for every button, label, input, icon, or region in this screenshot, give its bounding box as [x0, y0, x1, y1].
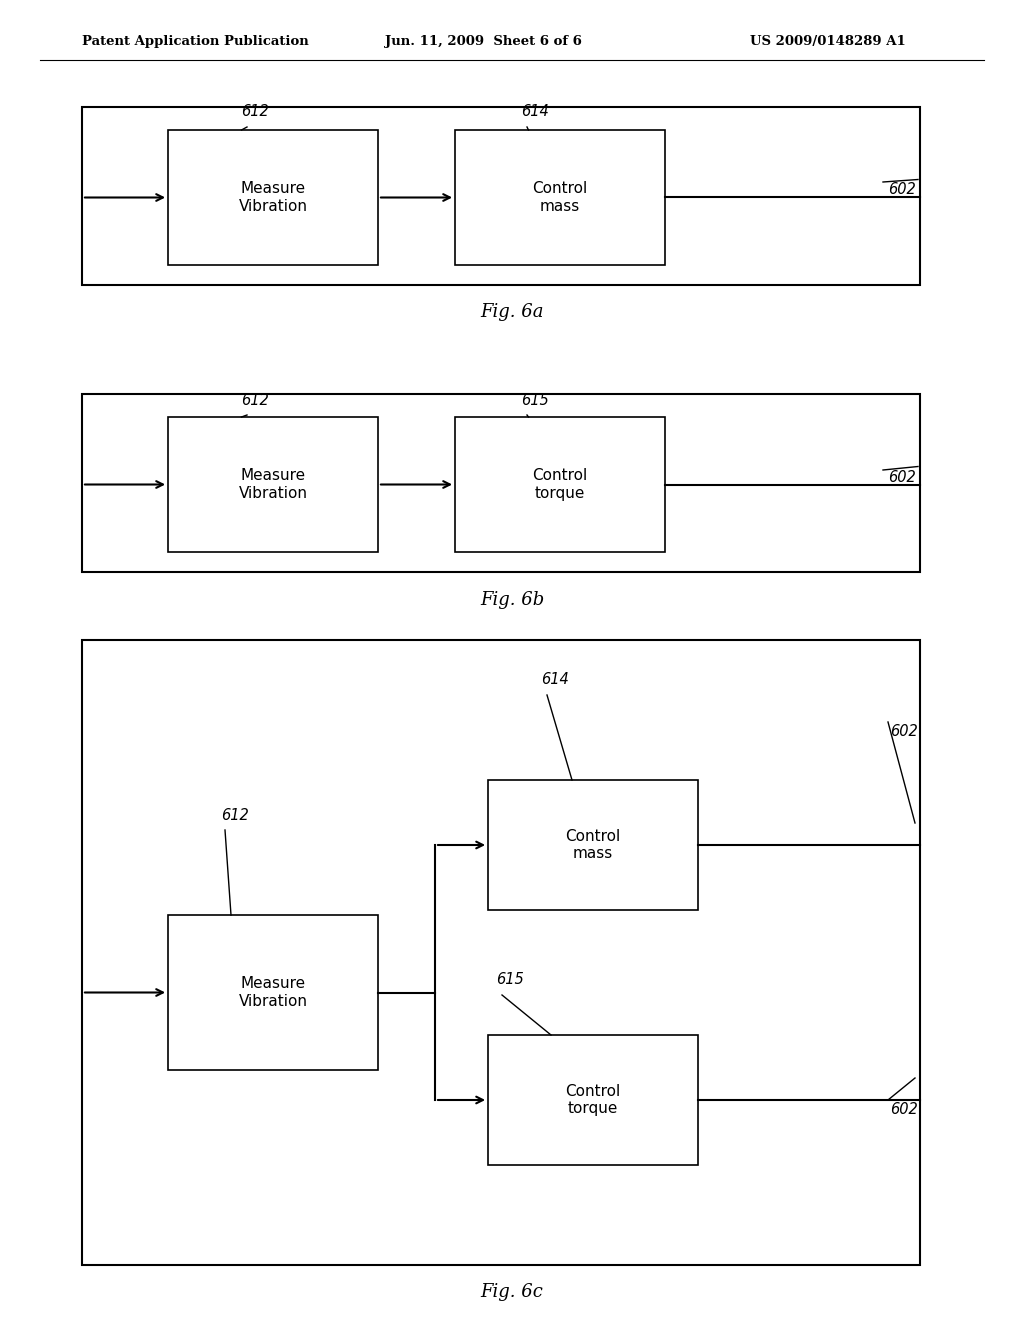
Text: 614: 614 — [541, 672, 569, 688]
Text: Control
mass: Control mass — [532, 181, 588, 214]
Bar — [82, 107, 920, 285]
Text: 615: 615 — [496, 973, 524, 987]
Text: Control
torque: Control torque — [532, 469, 588, 500]
Text: 612: 612 — [221, 808, 249, 822]
Text: Fig. 6b: Fig. 6b — [480, 591, 544, 609]
Text: 615: 615 — [521, 392, 549, 408]
Bar — [82, 640, 920, 1265]
Bar — [455, 417, 665, 552]
Bar — [488, 1035, 698, 1166]
Bar — [82, 393, 920, 572]
Text: Patent Application Publication: Patent Application Publication — [82, 36, 309, 49]
Bar — [168, 129, 378, 265]
Bar — [488, 780, 698, 909]
Text: 602: 602 — [888, 182, 915, 198]
Text: 614: 614 — [521, 104, 549, 120]
Text: 602: 602 — [890, 1102, 918, 1118]
Text: Fig. 6c: Fig. 6c — [480, 1283, 544, 1302]
Text: Measure
Vibration: Measure Vibration — [239, 469, 307, 500]
Text: Measure
Vibration: Measure Vibration — [239, 977, 307, 1008]
Text: 602: 602 — [888, 470, 915, 486]
Text: Measure
Vibration: Measure Vibration — [239, 181, 307, 214]
Bar — [168, 417, 378, 552]
Bar — [168, 915, 378, 1071]
Text: Control
torque: Control torque — [565, 1084, 621, 1117]
Text: 602: 602 — [890, 725, 918, 739]
Text: 612: 612 — [241, 104, 269, 120]
Text: 612: 612 — [241, 392, 269, 408]
Text: US 2009/0148289 A1: US 2009/0148289 A1 — [750, 36, 906, 49]
Text: Jun. 11, 2009  Sheet 6 of 6: Jun. 11, 2009 Sheet 6 of 6 — [385, 36, 582, 49]
Text: Control
mass: Control mass — [565, 829, 621, 861]
Text: Fig. 6a: Fig. 6a — [480, 304, 544, 321]
Bar — [455, 129, 665, 265]
